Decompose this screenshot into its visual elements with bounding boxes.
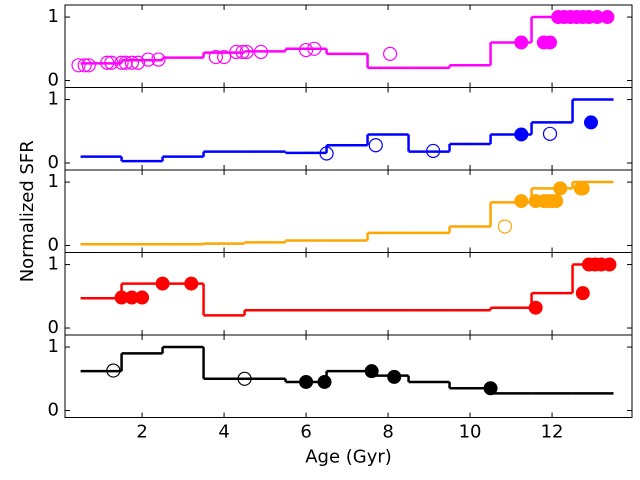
filled-marker [584, 115, 599, 130]
y-tick-label: 0 [48, 152, 59, 173]
filled-marker [387, 369, 402, 384]
open-marker [368, 138, 383, 153]
y-tick-label: 1 [48, 6, 59, 27]
x-tick-label: 6 [300, 422, 311, 443]
open-marker [542, 126, 558, 141]
open-marker [216, 49, 232, 65]
filled-marker [155, 276, 170, 291]
filled-marker [575, 181, 590, 196]
filled-marker [514, 194, 529, 209]
filled-marker [528, 300, 543, 315]
open-marker [298, 42, 314, 58]
filled-marker [549, 194, 564, 209]
y-tick-label: 1 [48, 254, 59, 275]
y-tick-label: 1 [48, 171, 59, 192]
filled-marker [543, 35, 558, 50]
y-tick-label: 0 [48, 400, 59, 421]
open-marker [141, 52, 156, 67]
axes-frame [64, 334, 633, 418]
open-marker [319, 146, 334, 161]
filled-marker [317, 374, 332, 389]
open-marker [104, 55, 119, 70]
open-marker [81, 58, 96, 73]
open-marker [130, 55, 146, 70]
open-marker [106, 363, 121, 378]
filled-marker [514, 127, 529, 142]
filled-marker [184, 276, 199, 291]
y-tick-label: 0 [48, 235, 59, 256]
x-tick-label: 12 [541, 422, 564, 443]
open-marker [77, 58, 92, 73]
x-tick-label: 10 [459, 422, 482, 443]
open-marker [118, 55, 133, 70]
x-axis-label: Age (Gyr) [305, 447, 392, 468]
filled-marker [299, 374, 314, 389]
open-marker [426, 143, 441, 159]
filled-marker [364, 364, 379, 379]
y-axis-label: Normalized SFR [17, 140, 38, 282]
open-marker [235, 44, 250, 60]
open-marker [208, 49, 223, 65]
filled-marker [600, 10, 615, 25]
open-marker [253, 44, 269, 60]
filled-marker [553, 181, 568, 196]
y-tick-label: 0 [48, 317, 59, 338]
open-marker [124, 55, 139, 70]
open-marker [383, 46, 398, 61]
open-marker [239, 44, 254, 60]
y-tick-label: 0 [48, 70, 59, 91]
filled-marker [514, 35, 529, 50]
y-tick-label: 1 [48, 89, 59, 110]
open-marker [229, 44, 244, 60]
open-marker [307, 41, 322, 56]
filled-marker [575, 286, 590, 301]
open-marker [71, 58, 86, 73]
x-tick-label: 8 [382, 422, 393, 443]
x-tick-label: 2 [136, 422, 147, 443]
open-marker [114, 55, 129, 70]
filled-marker [483, 381, 498, 396]
open-marker [237, 371, 252, 386]
open-marker [497, 219, 513, 234]
open-marker [100, 55, 115, 70]
x-tick-label: 4 [218, 422, 229, 443]
y-tick-label: 1 [48, 336, 59, 357]
open-marker [151, 52, 166, 67]
filled-marker [135, 290, 150, 305]
filled-marker [602, 257, 617, 272]
